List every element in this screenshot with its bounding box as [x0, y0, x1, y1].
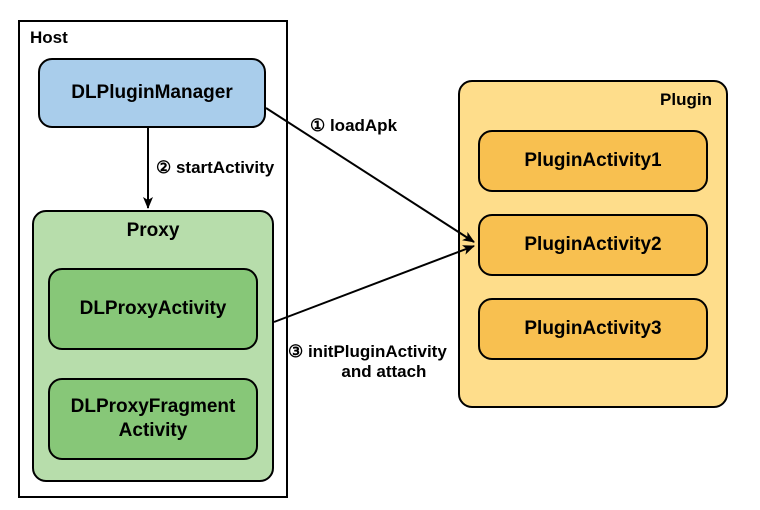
host-label: Host — [30, 28, 68, 48]
plugin-manager-label: DLPluginManager — [71, 82, 233, 104]
plugin-activity-3-node: PluginActivity3 — [478, 298, 708, 360]
proxy-fragment-label: DLProxyFragment Activity — [71, 395, 236, 443]
plugin-activity-1-label: PluginActivity1 — [524, 150, 661, 172]
proxy-activity-node: DLProxyActivity — [48, 268, 258, 350]
proxy-label: Proxy — [34, 220, 272, 242]
proxy-activity-label: DLProxyActivity — [80, 298, 227, 320]
plugin-activity-2-node: PluginActivity2 — [478, 214, 708, 276]
plugin-manager-node: DLPluginManager — [38, 58, 266, 128]
edge-label-initplugin: ③ initPluginActivity and attach — [288, 342, 447, 382]
plugin-label: Plugin — [660, 90, 712, 110]
edge-label-loadapk: ① loadApk — [310, 116, 397, 136]
plugin-activity-1-node: PluginActivity1 — [478, 130, 708, 192]
proxy-fragment-node: DLProxyFragment Activity — [48, 378, 258, 460]
plugin-activity-3-label: PluginActivity3 — [524, 318, 661, 340]
edge-label-startactivity: ② startActivity — [156, 158, 274, 178]
plugin-activity-2-label: PluginActivity2 — [524, 234, 661, 256]
